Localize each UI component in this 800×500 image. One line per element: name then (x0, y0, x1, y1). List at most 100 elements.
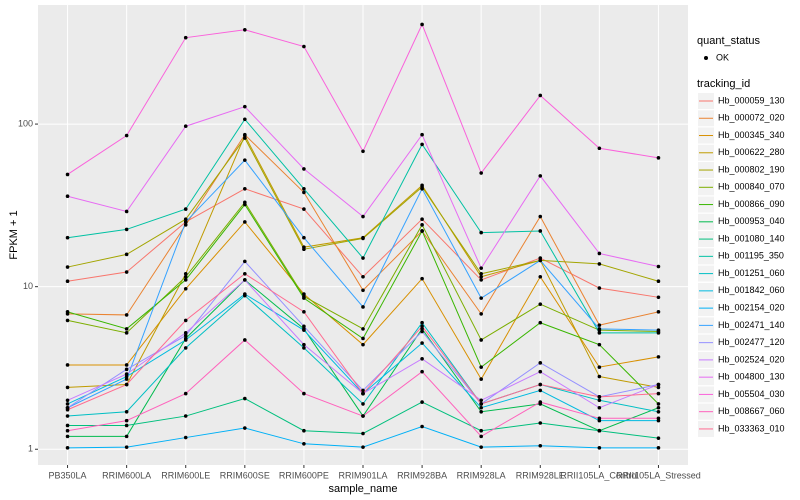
x-tick-label: RRII105LA_Stressed (616, 470, 701, 480)
point (420, 186, 424, 191)
point (124, 418, 129, 423)
point (420, 142, 424, 147)
legend-label: Hb_000345_340 (718, 130, 785, 140)
point (183, 278, 188, 282)
point (656, 405, 661, 410)
point (597, 398, 602, 403)
point (183, 435, 188, 440)
point (124, 374, 129, 379)
point (597, 323, 602, 327)
point (302, 167, 306, 171)
legend-title: quant_status (697, 35, 760, 47)
point (656, 409, 661, 414)
point (538, 93, 543, 98)
point (479, 266, 483, 270)
point (656, 385, 661, 390)
legend-title: tracking_id (697, 78, 750, 90)
point (302, 44, 306, 49)
point (65, 385, 70, 390)
point (243, 136, 247, 140)
point (597, 262, 602, 266)
point (124, 133, 129, 138)
point (183, 318, 188, 323)
point (302, 324, 306, 329)
point (124, 363, 129, 367)
point (65, 446, 70, 450)
point (65, 398, 70, 403)
point (361, 305, 365, 309)
point (124, 313, 129, 317)
point (183, 274, 188, 279)
point (124, 331, 129, 335)
point (538, 214, 543, 219)
point (538, 320, 543, 325)
point (538, 400, 543, 404)
point (420, 369, 424, 374)
point (420, 229, 424, 233)
legend-label: Hb_005504_030 (718, 389, 785, 399)
point (183, 217, 188, 221)
legend-label: Hb_002471_140 (718, 320, 785, 330)
point (420, 329, 424, 334)
y-tick-label: 10 (23, 281, 33, 291)
x-tick-label: RRIM901LA (338, 470, 387, 480)
point (538, 421, 543, 425)
x-tick-label: RRIM600PE (279, 470, 329, 480)
point (302, 310, 306, 314)
point (597, 365, 602, 369)
point (243, 426, 247, 430)
point (124, 327, 129, 331)
point (183, 333, 188, 338)
point (479, 409, 483, 414)
point (597, 416, 602, 421)
point (656, 416, 661, 421)
point (538, 302, 543, 307)
point (124, 252, 129, 257)
point (183, 220, 188, 224)
point (243, 158, 247, 162)
point (597, 374, 602, 379)
legend-label: Hb_000840_070 (718, 182, 785, 192)
point (656, 446, 661, 450)
point (538, 361, 543, 365)
point (538, 369, 543, 374)
point (361, 214, 365, 219)
point (656, 310, 661, 314)
point (479, 312, 483, 316)
point (656, 436, 661, 440)
point (243, 396, 247, 401)
legend-label: Hb_002524_020 (718, 354, 785, 364)
point (656, 331, 661, 335)
point (243, 271, 247, 276)
point (479, 377, 483, 381)
point (597, 331, 602, 335)
point (65, 434, 70, 439)
legend-label: Hb_004800_130 (718, 372, 785, 382)
point (361, 274, 365, 279)
point (656, 391, 661, 396)
point (656, 402, 661, 406)
point (302, 442, 306, 446)
point (243, 202, 247, 207)
point (183, 391, 188, 396)
point (479, 230, 483, 235)
point (124, 227, 129, 232)
point (243, 186, 247, 191)
point (538, 229, 543, 233)
point (124, 209, 129, 214)
point (361, 391, 365, 396)
point (65, 310, 70, 314)
point (65, 402, 70, 406)
point (479, 338, 483, 342)
point (479, 171, 483, 175)
point (183, 207, 188, 211)
legend-label: Hb_000072_020 (718, 113, 785, 123)
point (302, 342, 306, 347)
point (243, 28, 247, 32)
point (361, 336, 365, 341)
point (361, 414, 365, 418)
point (479, 398, 483, 403)
point (65, 423, 70, 428)
point (361, 236, 365, 241)
point (420, 217, 424, 221)
